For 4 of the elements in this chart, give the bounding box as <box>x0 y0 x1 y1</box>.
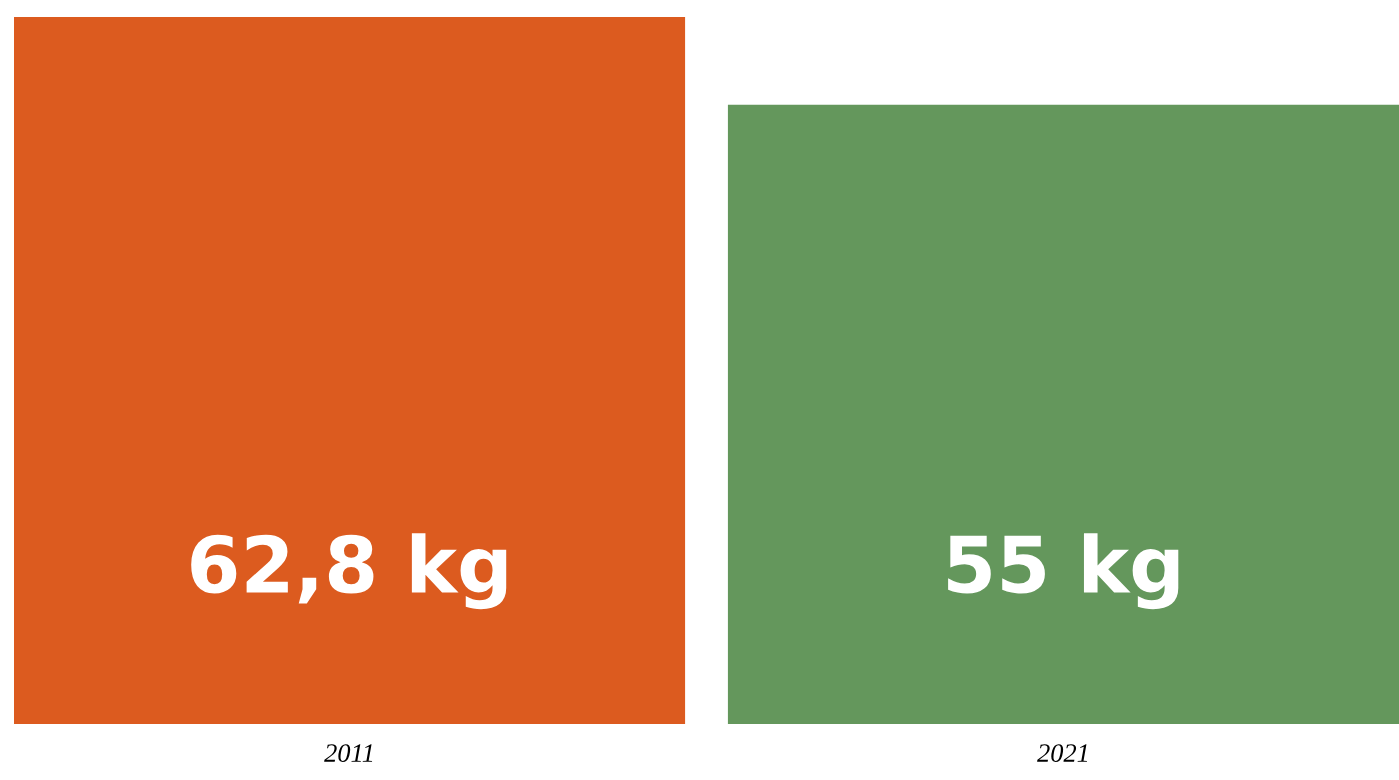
x-tick-label: 2011 <box>324 744 373 763</box>
data-label: 62,8 kg <box>191 533 507 610</box>
data-label: 55 kg <box>948 533 1179 610</box>
x-tick-label: 2021 <box>1037 744 1088 763</box>
